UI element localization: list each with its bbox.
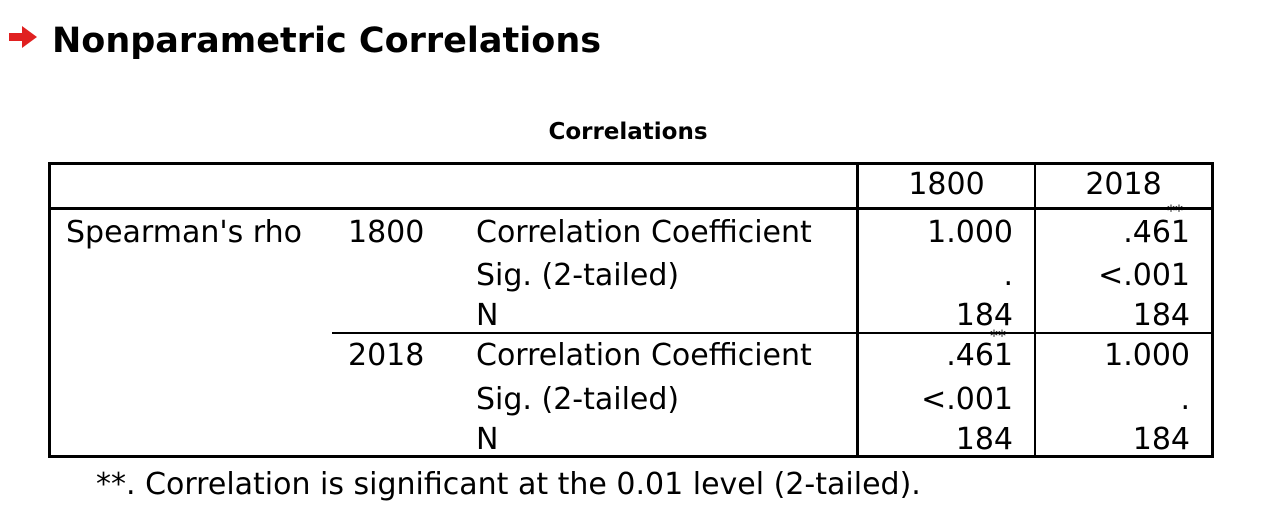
value-cell: .461 bbox=[1123, 215, 1190, 250]
value-cell: 1.000 bbox=[927, 215, 1013, 250]
stat-label: Sig. (2-tailed) bbox=[476, 258, 680, 293]
stat-label: N bbox=[476, 422, 499, 457]
stat-label: N bbox=[476, 298, 499, 333]
value-cell: .461 bbox=[946, 338, 1013, 373]
table-footnote: **. Correlation is significant at the 0.… bbox=[96, 467, 921, 502]
value-cell: 184 bbox=[1132, 298, 1190, 333]
stat-label: Correlation Coefficient bbox=[476, 215, 812, 250]
significance-marker: ** bbox=[990, 326, 1006, 345]
column-divider-2018 bbox=[1034, 165, 1036, 455]
row-variable-1800: 1800 bbox=[348, 215, 425, 250]
value-cell: <.001 bbox=[1098, 258, 1190, 293]
row-group-label: Spearman's rho bbox=[66, 215, 302, 250]
correlations-table: 1800 2018 Spearman's rho 1800 Correlatio… bbox=[48, 162, 1214, 458]
header-divider bbox=[51, 207, 1211, 210]
value-cell: <.001 bbox=[921, 382, 1013, 417]
page-title: Nonparametric Correlations bbox=[52, 21, 602, 61]
value-cell: 184 bbox=[955, 298, 1013, 333]
stat-label: Correlation Coefficient bbox=[476, 338, 812, 373]
value-cell: . bbox=[1180, 382, 1190, 417]
column-header-1800: 1800 bbox=[908, 167, 985, 202]
stat-label: Sig. (2-tailed) bbox=[476, 382, 680, 417]
table-title: Correlations bbox=[548, 119, 708, 145]
row-variable-2018: 2018 bbox=[348, 338, 425, 373]
significance-marker: ** bbox=[1167, 201, 1183, 220]
value-cell: 184 bbox=[955, 422, 1013, 457]
value-cell: 184 bbox=[1132, 422, 1190, 457]
arrow-right-icon bbox=[9, 26, 37, 48]
column-divider-1800 bbox=[856, 165, 859, 455]
group-divider bbox=[332, 332, 1211, 334]
column-header-2018: 2018 bbox=[1085, 167, 1162, 202]
value-cell: 1.000 bbox=[1104, 338, 1190, 373]
value-cell: . bbox=[1003, 258, 1013, 293]
